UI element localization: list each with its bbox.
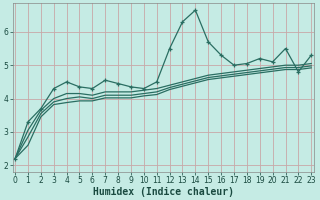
X-axis label: Humidex (Indice chaleur): Humidex (Indice chaleur) bbox=[93, 186, 234, 197]
